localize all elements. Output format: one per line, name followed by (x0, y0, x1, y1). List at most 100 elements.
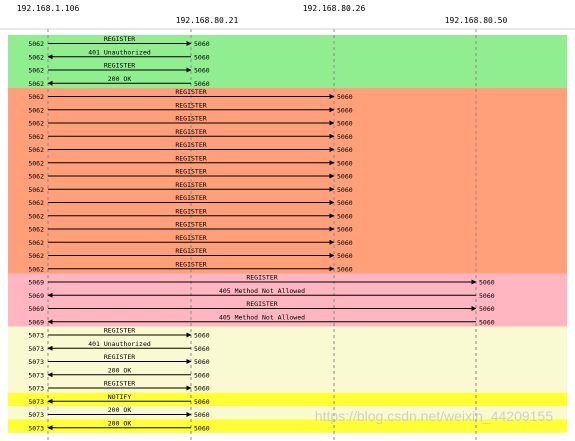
message-row[interactable]: REGISTER 5062 5060 (28, 168, 352, 181)
message-row[interactable]: REGISTER 5062 5060 (28, 181, 352, 194)
row-band (8, 313, 567, 327)
message-row[interactable]: 200 OK 5062 5060 (28, 75, 209, 88)
row-band (8, 61, 567, 76)
message-row[interactable]: REGISTER 5062 5060 (28, 141, 352, 154)
message-row[interactable]: 200 OK 5073 5060 (28, 419, 209, 432)
destination-port: 5060 (337, 199, 353, 207)
message-label: REGISTER (175, 101, 206, 109)
message-label: REGISTER (175, 234, 206, 242)
source-port: 5062 (28, 40, 44, 48)
row-band (8, 419, 567, 433)
row-band (8, 48, 567, 62)
source-port: 5069 (28, 318, 44, 326)
source-port: 5062 (28, 93, 44, 101)
message-row[interactable]: REGISTER 5069 5060 (28, 300, 494, 313)
source-port: 5073 (28, 398, 44, 406)
message-row[interactable]: REGISTER 5062 5060 (28, 154, 352, 167)
message-label: REGISTER (246, 300, 277, 308)
row-band (8, 194, 567, 208)
message-label: REGISTER (175, 207, 206, 215)
message-row[interactable]: REGISTER 5062 5060 (28, 88, 352, 101)
destination-port: 5060 (479, 279, 495, 287)
destination-port: 5060 (194, 80, 210, 88)
source-port: 5062 (28, 199, 44, 207)
message-label: 200 OK (108, 75, 132, 83)
message-label: REGISTER (104, 380, 135, 388)
message-row[interactable]: 200 OK 5073 5060 (28, 366, 209, 379)
destination-port: 5060 (194, 345, 210, 353)
destination-port: 5060 (337, 212, 353, 220)
message-row[interactable]: REGISTER 5069 5060 (28, 274, 494, 287)
message-row[interactable]: REGISTER 5062 5060 (28, 115, 352, 128)
row-band (8, 88, 567, 102)
destination-port: 5060 (337, 226, 353, 234)
message-row[interactable]: REGISTER 5062 5060 (28, 101, 352, 114)
message-label: REGISTER (104, 35, 135, 43)
message-label: 200 OK (108, 366, 132, 374)
source-port: 5062 (28, 265, 44, 273)
host-label: 192.168.80.26 (303, 4, 366, 13)
message-row[interactable]: REGISTER 5062 5060 (28, 260, 352, 273)
source-port: 5073 (28, 345, 44, 353)
source-port: 5062 (28, 80, 44, 88)
message-label: REGISTER (104, 353, 135, 361)
row-band (8, 127, 567, 142)
message-label: 405 Method Not Allowed (219, 313, 305, 321)
source-port: 5062 (28, 239, 44, 247)
source-port: 5062 (28, 173, 44, 181)
destination-port: 5060 (194, 53, 210, 61)
destination-port: 5060 (194, 332, 210, 340)
message-label: REGISTER (246, 274, 277, 282)
source-port: 5073 (28, 385, 44, 393)
row-band (8, 233, 567, 248)
message-label: REGISTER (175, 194, 206, 202)
row-band (8, 392, 567, 407)
row-band (8, 220, 567, 235)
message-row[interactable]: 401 Unauthorized 5073 5060 (28, 340, 209, 353)
message-label: 401 Unauthorized (88, 340, 151, 348)
message-row[interactable]: REGISTER 5062 5060 (28, 207, 352, 220)
message-row[interactable]: 401 Unauthorized 5062 5060 (28, 48, 209, 61)
message-row[interactable]: REGISTER 5062 5060 (28, 221, 352, 234)
message-label: REGISTER (175, 141, 206, 149)
destination-port: 5060 (337, 106, 353, 114)
message-row[interactable]: REGISTER 5062 5060 (28, 35, 209, 48)
message-row[interactable]: 405 Method Not Allowed 5069 5060 (28, 313, 494, 326)
row-band (8, 180, 567, 195)
destination-port: 5060 (337, 146, 353, 154)
source-port: 5062 (28, 226, 44, 234)
message-label: REGISTER (175, 247, 206, 255)
row-band (8, 247, 567, 261)
message-row[interactable]: 200 OK 5073 5060 (28, 406, 209, 419)
destination-port: 5060 (479, 318, 495, 326)
message-row[interactable]: REGISTER 5062 5060 (28, 194, 352, 207)
row-band (8, 167, 567, 182)
source-port: 5062 (28, 67, 44, 75)
destination-port: 5060 (337, 133, 353, 141)
destination-port: 5060 (479, 292, 495, 300)
source-port: 5073 (28, 411, 44, 419)
message-row[interactable]: REGISTER 5073 5060 (28, 380, 209, 393)
message-label: REGISTER (175, 221, 206, 229)
row-band (8, 35, 567, 49)
message-row[interactable]: NOTIFY 5073 5060 (28, 393, 209, 406)
destination-port: 5060 (337, 93, 353, 101)
source-port: 5062 (28, 212, 44, 220)
message-label: 200 OK (108, 406, 132, 414)
row-band (8, 273, 567, 288)
message-row[interactable]: REGISTER 5073 5060 (28, 327, 209, 340)
message-row[interactable]: REGISTER 5062 5060 (28, 128, 352, 141)
message-label: REGISTER (175, 128, 206, 136)
message-row[interactable]: REGISTER 5062 5060 (28, 234, 352, 247)
source-port: 5062 (28, 133, 44, 141)
message-row[interactable]: 405 Method Not Allowed 5069 5060 (28, 287, 494, 300)
message-label: REGISTER (104, 62, 135, 70)
message-row[interactable]: REGISTER 5062 5060 (28, 247, 352, 260)
message-row[interactable]: REGISTER 5073 5060 (28, 353, 209, 366)
destination-port: 5060 (337, 173, 353, 181)
source-port: 5069 (28, 305, 44, 313)
message-row[interactable]: REGISTER 5062 5060 (28, 62, 209, 75)
row-band (8, 74, 567, 89)
row-band (8, 353, 567, 367)
